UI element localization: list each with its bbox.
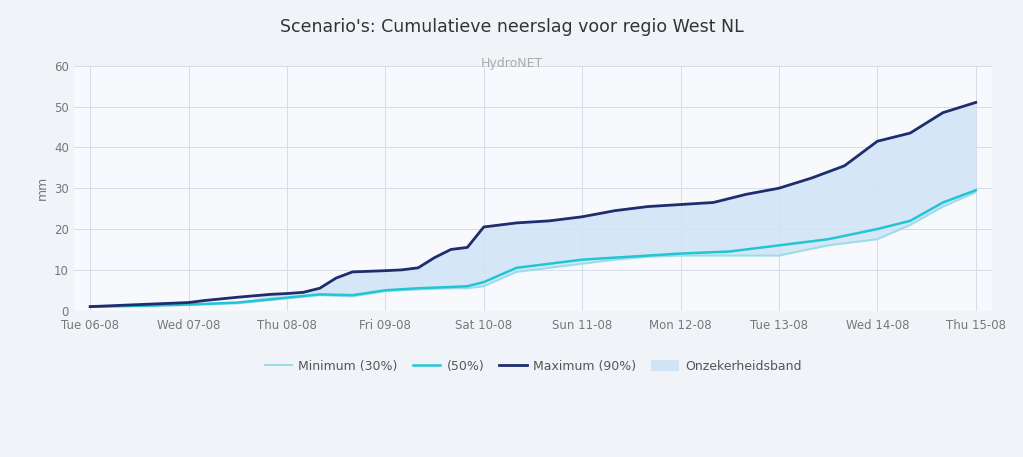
Text: Scenario's: Cumulatieve neerslag voor regio West NL: Scenario's: Cumulatieve neerslag voor re…: [279, 18, 744, 36]
Y-axis label: mm: mm: [36, 176, 48, 200]
Text: HydroNET: HydroNET: [481, 57, 542, 70]
Legend: Minimum (30%), (50%), Maximum (90%), Onzekerheidsband: Minimum (30%), (50%), Maximum (90%), Onz…: [260, 355, 806, 378]
